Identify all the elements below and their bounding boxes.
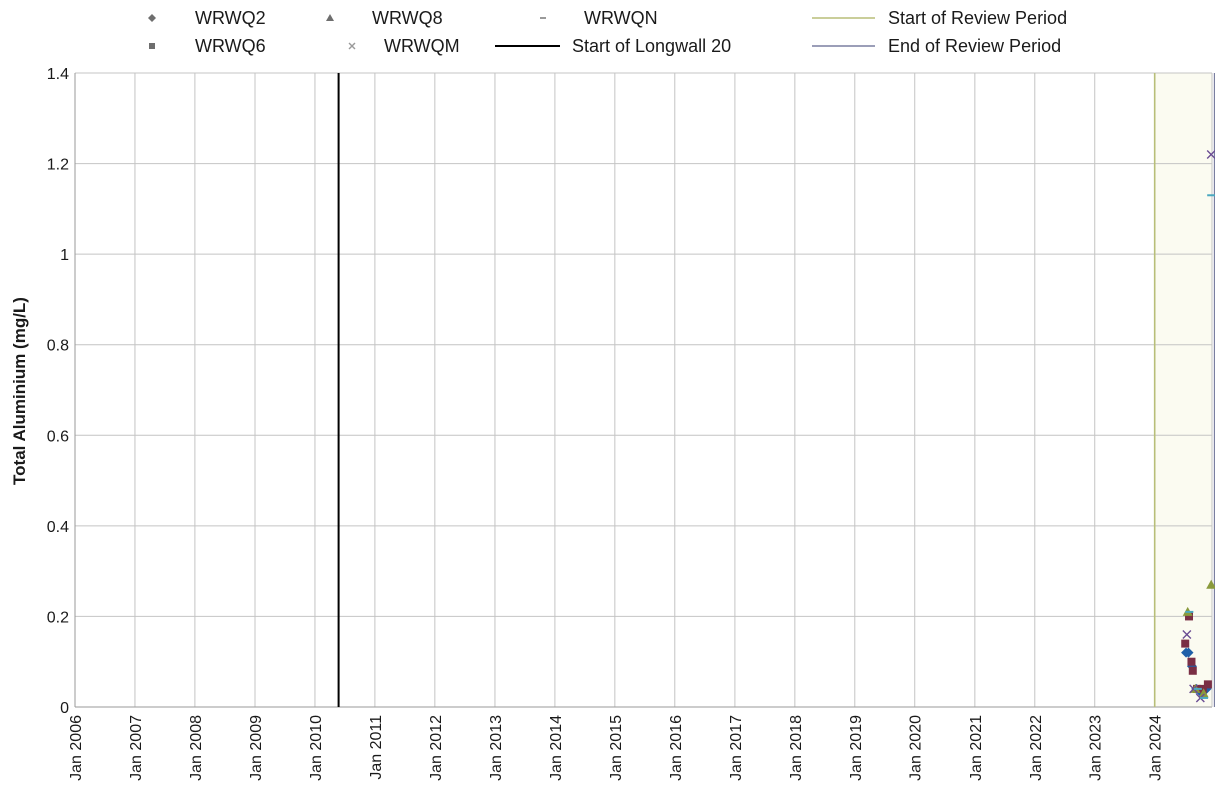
legend-marker-wrwq6 bbox=[149, 43, 155, 49]
wrwq8-point bbox=[1198, 688, 1209, 698]
wrwq2-point bbox=[1183, 647, 1194, 658]
x-tick-label: Jan 2024 bbox=[1148, 715, 1165, 781]
legend-marker-wrwqm-stroke bbox=[348, 42, 356, 50]
wrwqm-point bbox=[1182, 630, 1192, 640]
x-tick-label: Jan 2015 bbox=[608, 715, 625, 781]
y-tick-label: 0.6 bbox=[47, 428, 69, 445]
wrwq6-point bbox=[1188, 666, 1197, 675]
x-tick-label: Jan 2011 bbox=[368, 715, 385, 780]
y-axis-ticks: 0 0.2 0.4 0.6 0.8 1 1.2 1.4 bbox=[47, 66, 69, 717]
x-tick-label: Jan 2014 bbox=[548, 715, 565, 781]
legend-item-start-of-review-period: Start of Review Period bbox=[812, 8, 1067, 28]
legend-marker-wrwq2 bbox=[148, 14, 156, 22]
legend-marker-wrwq8 bbox=[326, 14, 334, 21]
wrwq6-point bbox=[1187, 657, 1196, 666]
legend-item-wrwqn: WRWQN bbox=[540, 8, 658, 28]
reference-lines bbox=[337, 73, 1215, 707]
x-tick-label: Jan 2021 bbox=[968, 715, 985, 781]
y-tick-label: 0.4 bbox=[47, 519, 69, 536]
y-tick-label: 0 bbox=[60, 700, 69, 717]
x-tick-label: Jan 2009 bbox=[248, 715, 265, 781]
x-tick-label: Jan 2008 bbox=[188, 715, 205, 781]
y-tick-label: 0.8 bbox=[47, 338, 69, 355]
legend-label-wrwq2: WRWQ2 bbox=[195, 8, 266, 28]
wrwq6-point bbox=[1181, 639, 1190, 648]
x-tick-label: Jan 2017 bbox=[728, 715, 745, 781]
legend-label-wrwqm: WRWQM bbox=[384, 36, 460, 56]
x-tick-label: Jan 2018 bbox=[788, 715, 805, 781]
y-tick-label: 1.2 bbox=[47, 157, 69, 174]
legend-item-wrwq6: WRWQ6 bbox=[149, 36, 266, 56]
wrwqm-point bbox=[1206, 150, 1215, 160]
x-tick-label: Jan 2019 bbox=[848, 715, 865, 781]
legend-label-wrwqn: WRWQN bbox=[584, 8, 658, 28]
wrwq8-point bbox=[1206, 579, 1215, 589]
x-tick-label: Jan 2012 bbox=[428, 715, 445, 781]
wrwqm-point-stroke bbox=[1206, 150, 1215, 160]
x-tick-label: Jan 2016 bbox=[668, 715, 685, 781]
x-tick-label: Jan 2023 bbox=[1088, 715, 1105, 781]
x-tick-label: Jan 2022 bbox=[1028, 715, 1045, 781]
grid bbox=[74, 72, 1213, 708]
data-points bbox=[1181, 150, 1215, 703]
y-tick-label: 1 bbox=[60, 247, 69, 264]
legend-label-wrwq8: WRWQ8 bbox=[372, 8, 443, 28]
x-tick-label: Jan 2020 bbox=[908, 715, 925, 781]
wrwqm-point-stroke bbox=[1182, 630, 1192, 640]
x-tick-label: Jan 2007 bbox=[128, 715, 145, 781]
legend-label-start-of-review-period: Start of Review Period bbox=[888, 8, 1067, 28]
legend-item-start-of-longwall-20: Start of Longwall 20 bbox=[495, 36, 731, 56]
x-tick-label: Jan 2006 bbox=[68, 715, 85, 781]
wrwq6-point bbox=[1203, 680, 1212, 689]
legend-item-wrwqm: WRWQM bbox=[348, 36, 460, 56]
x-tick-label: Jan 2010 bbox=[308, 715, 325, 781]
x-tick-label: Jan 2013 bbox=[488, 715, 505, 781]
legend: WRWQ2 WRWQ8 WRWQN Start of Review Period WRW… bbox=[148, 8, 1067, 56]
legend-item-wrwq2: WRWQ2 bbox=[148, 8, 266, 28]
wrwqm-point bbox=[1189, 684, 1199, 694]
legend-label-start-of-longwall-20: Start of Longwall 20 bbox=[572, 36, 731, 56]
y-tick-label: 0.2 bbox=[47, 609, 69, 626]
legend-item-wrwq8: WRWQ8 bbox=[326, 8, 443, 28]
y-tick-label: 1.4 bbox=[47, 66, 69, 83]
review-period-band bbox=[1154, 73, 1212, 707]
legend-label-wrwq6: WRWQ6 bbox=[195, 36, 266, 56]
legend-item-end-of-review-period: End of Review Period bbox=[812, 36, 1061, 56]
wrwqm-point-stroke bbox=[1189, 684, 1199, 694]
wrwq6-point bbox=[1198, 684, 1207, 693]
x-axis-ticks: Jan 2006 Jan 2007 Jan 2008 Jan 2009 Jan 2010… bbox=[68, 715, 1165, 781]
y-axis-title: Total Aluminium (mg/L) bbox=[10, 297, 29, 485]
wrwq6-point bbox=[1185, 612, 1194, 621]
legend-label-end-of-review-period: End of Review Period bbox=[888, 36, 1061, 56]
legend-marker-wrwqm bbox=[348, 42, 356, 50]
